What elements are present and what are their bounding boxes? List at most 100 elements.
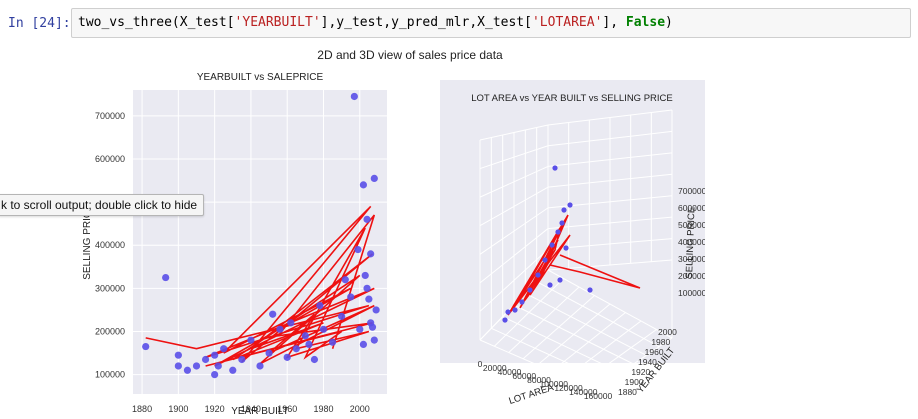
chart-3d-xtick: 100000 — [540, 379, 569, 389]
chart-3d-ytick: 1980 — [651, 337, 670, 347]
chart-3d-gridline — [513, 304, 634, 365]
chart-2d-point — [359, 181, 368, 189]
chart-3d-point — [547, 282, 553, 288]
chart-2d-point — [363, 215, 371, 223]
chart-3d-xlabel: LOT AREA — [508, 382, 556, 405]
chart-2d-xtick: 1880 — [132, 404, 152, 414]
chart-2d-point — [142, 342, 150, 351]
chart-3d-point — [542, 257, 548, 263]
cell-prompt: In [24]: — [8, 16, 71, 31]
chart-3d-point — [512, 307, 518, 313]
chart-2d-point — [269, 310, 277, 318]
chart-2d-point — [256, 362, 264, 370]
chart-2d-point — [350, 92, 358, 101]
chart-2d-point — [301, 332, 309, 340]
chart-3d-point — [549, 242, 555, 248]
chart-3d-ytick: 1920 — [631, 367, 650, 377]
chart-3d-xtick: 160000 — [584, 391, 613, 401]
chart-3d-ytick: 1880 — [618, 387, 637, 397]
chart-2d-title: YEARBUILT vs SALEPRICE — [197, 72, 324, 83]
chart-2d-point — [238, 355, 246, 364]
chart-3d-point — [555, 229, 561, 235]
code-string-yearbuilt: 'YEARBUILT' — [234, 15, 321, 30]
chart-2d-point — [319, 325, 328, 333]
chart-3d-xtick: 80000 — [527, 375, 551, 385]
chart-2d-point — [310, 355, 319, 364]
chart-2d-xtick: 1920 — [205, 404, 225, 414]
chart-3d-point — [535, 272, 541, 278]
code-sep: ], — [602, 15, 626, 30]
chart-2d-point — [220, 345, 228, 353]
chart-3d-point — [552, 165, 558, 171]
chart-2d-xlabel: YEAR BUILT — [231, 406, 289, 417]
chart-2d-point — [370, 174, 378, 182]
plot-area-3d — [440, 80, 705, 363]
chart-3d-xtick: 140000 — [569, 387, 598, 397]
chart-3d-xtick: 120000 — [554, 383, 583, 393]
chart-3d-gridline — [536, 281, 660, 348]
chart-3d-point — [563, 245, 569, 251]
chart-2d-point — [183, 366, 192, 374]
chart-3d-point — [561, 207, 567, 213]
chart-2d-point — [363, 284, 371, 292]
chart-3d-point — [502, 317, 508, 323]
chart-2d-point — [370, 336, 378, 344]
chart-2d-point — [265, 349, 273, 357]
chart-3d-gridline — [547, 269, 673, 339]
chart-3d-point — [557, 277, 563, 283]
chart-2d-point — [192, 362, 201, 370]
chart-2d-xtick: 1980 — [313, 404, 333, 414]
scroll-output-tooltip[interactable]: k to scroll output; double click to hide — [0, 194, 205, 216]
chart-2d-point — [162, 273, 170, 282]
chart-2d-ytick: 600000 — [95, 154, 125, 164]
chart-3d-lotarea-yearbuilt-saleprice: 1000002000003000004000005000006000007000… — [440, 80, 705, 405]
chart-3d-xtick: 40000 — [498, 367, 522, 377]
chart-2d-point — [276, 325, 284, 333]
chart-3d-ztick: 500000 — [678, 220, 705, 230]
chart-2d-ytick: 300000 — [95, 283, 125, 293]
chart-2d-point — [174, 351, 182, 359]
code-close: ) — [665, 15, 673, 30]
cell-output-area[interactable]: 2D and 3D view of sales price data 1880 1… — [0, 40, 918, 417]
chart-3d-ztick: 200000 — [678, 271, 705, 281]
chart-3d-xtick: 20000 — [483, 363, 507, 373]
chart-3d-prediction-spike — [549, 254, 641, 289]
chart-3d-ztick: 700000 — [678, 186, 705, 196]
code-args: ],y_test,y_pred_mlr,X_test[ — [320, 15, 532, 30]
chart-2d-xtick: 1900 — [168, 404, 188, 414]
figure-title: 2D and 3D view of sales price data — [317, 48, 503, 62]
chart-3d-zlabel: SELLING PRICE — [684, 207, 697, 279]
chart-3d-point — [559, 220, 565, 226]
chart-2d-point — [367, 319, 375, 327]
chart-2d-point — [328, 338, 337, 346]
chart-2d-point — [201, 355, 210, 364]
chart-3d-point — [505, 309, 511, 315]
chart-3d-gridline — [525, 292, 647, 356]
chart-3d-ytick: 2000 — [658, 327, 677, 337]
chart-3d-ytick: 1900 — [625, 377, 644, 387]
chart-3d-ytick: 1940 — [638, 357, 657, 367]
chart-2d-point — [338, 312, 346, 320]
code-keyword-false: False — [625, 15, 666, 30]
chart-3d-xtick: 0 — [478, 359, 483, 369]
chart-2d-prediction-line — [145, 205, 376, 367]
chart-3d-ztick: 300000 — [678, 254, 705, 264]
chart-3d-ytick: 1960 — [645, 347, 664, 357]
chart-3d-title: LOT AREA vs YEAR BUILT vs SELLING PRICE — [471, 93, 673, 104]
chart-2d-point — [367, 250, 375, 258]
chart-3d-ztick: 100000 — [678, 288, 705, 298]
chart-2d-point — [372, 306, 380, 314]
chart-2d-point — [347, 293, 355, 301]
chart-2d-ytick: 400000 — [95, 240, 125, 250]
chart-2d-point — [229, 366, 237, 374]
code-cell-input[interactable]: two_vs_three(X_test['YEARBUILT'],y_test,… — [71, 8, 911, 38]
chart-2d-point — [211, 351, 219, 359]
chart-3d-prediction-line — [507, 214, 571, 316]
code-string-lotarea: 'LOTAREA' — [531, 15, 603, 30]
chart-2d-point — [365, 295, 373, 303]
chart-2d-xtick: 2000 — [350, 404, 370, 414]
chart-2d-point — [359, 340, 368, 349]
chart-2d-point — [354, 245, 362, 254]
chart-2d-point — [211, 370, 219, 379]
chart-2d-point — [247, 336, 255, 344]
